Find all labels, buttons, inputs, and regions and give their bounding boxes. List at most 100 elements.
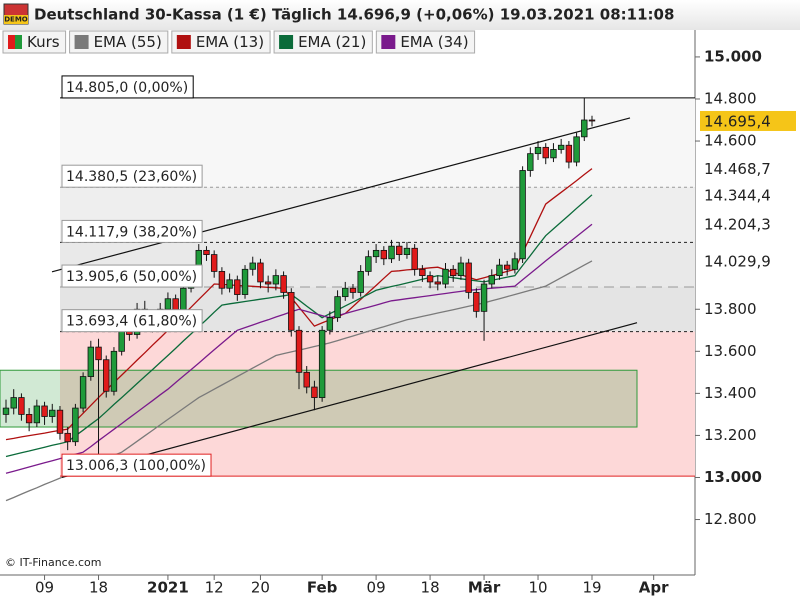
candle-body: [511, 258, 519, 270]
candle-body: [450, 268, 457, 277]
value-tag: 14.695,4: [704, 112, 771, 130]
candle-body: [473, 292, 480, 312]
fib-band: [60, 331, 695, 477]
legend-swatch: [176, 35, 191, 49]
candle-body: [434, 281, 441, 285]
legend-swatch: [381, 35, 396, 49]
candle-body: [527, 153, 534, 171]
x-tick-label: Feb: [307, 579, 338, 597]
candle-body: [72, 407, 79, 443]
overlay: 14.805,0 (0,00%) 14.380,5 (23,60%) 14.117,…: [2, 30, 796, 597]
candle-body: [79, 376, 87, 409]
candle-body: [442, 268, 449, 285]
candle-body: [241, 268, 249, 295]
value-tag-bg: [700, 110, 796, 131]
candle-body: [311, 386, 318, 398]
y-tick-label: 13.000: [704, 468, 762, 486]
fib-label-text: 14.117,9 (38,20%): [66, 224, 197, 240]
candle-body: [272, 275, 280, 285]
value-tag: 14.344,4: [704, 186, 771, 204]
candle-body: [496, 264, 503, 277]
candle-body: [542, 146, 549, 159]
legend-swatch: [74, 35, 89, 49]
y-tick-label: 13.200: [704, 426, 757, 444]
legend-item: EMA (21): [273, 30, 373, 54]
candle-body: [426, 275, 434, 283]
highlight-zone: [0, 369, 638, 428]
candle-body: [573, 136, 580, 163]
x-tick-label: 10: [528, 579, 547, 597]
candle-body: [334, 296, 341, 319]
y-tick-label: 15.000: [704, 47, 762, 65]
fib-label-box: [61, 164, 203, 188]
candle-body: [318, 329, 326, 398]
candle-body: [56, 409, 64, 434]
candle-body: [503, 264, 511, 270]
legend-box: [171, 30, 271, 54]
x-tick-label: 09: [367, 579, 386, 597]
candle-body: [110, 350, 118, 392]
candle-body: [565, 144, 573, 163]
legend-box: [375, 30, 476, 54]
candle-body: [103, 359, 110, 392]
legend-label: EMA (21): [298, 33, 366, 51]
candle-body: [249, 262, 256, 270]
fib-label: 14.117,9 (38,20%): [61, 219, 203, 243]
candle-body: [25, 413, 33, 424]
trend-line: [51, 117, 631, 273]
fib-label-box: [61, 264, 203, 288]
ema-line: [5, 168, 593, 441]
fib-label-text: 13.905,6 (50,00%): [66, 269, 197, 285]
candle-body: [257, 262, 264, 283]
legend-label: EMA (55): [94, 33, 162, 51]
fib-label: 13.006,3 (100,00%): [61, 453, 212, 477]
candle-body: [557, 144, 565, 150]
x-tick-label: 12: [205, 579, 224, 597]
x-tick-label: Apr: [639, 579, 669, 597]
candle-body: [326, 317, 334, 331]
x-tick-label: 20: [251, 579, 270, 597]
x-tick-label: Mär: [468, 579, 501, 597]
fib-label: 13.693,4 (61,80%): [61, 309, 203, 333]
candle-body: [357, 271, 364, 293]
candle-body: [2, 407, 10, 415]
x-tick-label: 2021: [147, 579, 189, 597]
candle-body: [64, 432, 71, 443]
candle-body: [210, 254, 218, 272]
value-tag-bg: [700, 214, 796, 235]
candle-body: [396, 245, 403, 255]
x-tick-label: 19: [582, 579, 601, 597]
candle-body: [280, 275, 287, 293]
chart-title: Deutschland 30-Kassa (1 €) Täglich 14.69…: [34, 6, 674, 24]
candle-body: [488, 275, 495, 285]
value-tag: 14.029,9: [704, 252, 771, 270]
legend-label: Kurs: [27, 33, 60, 51]
candle-body: [87, 346, 95, 377]
legend-label: EMA (13): [196, 33, 264, 51]
fib-label-text: 14.805,0 (0,00%): [66, 80, 188, 96]
candle-body: [234, 279, 241, 295]
value-tag: 14.468,7: [704, 160, 771, 178]
candle-body: [226, 279, 233, 289]
candle-body: [288, 292, 295, 331]
y-tick-label: 14.600: [704, 132, 757, 150]
y-tick-label: 13.600: [704, 342, 757, 360]
candle-body: [264, 281, 272, 285]
candle-body: [164, 298, 172, 310]
candle-body: [10, 397, 17, 409]
candle-body: [550, 149, 557, 159]
legend-swatch: [279, 35, 294, 49]
fib-label-box: [61, 219, 203, 243]
candle-body: [303, 371, 310, 388]
candle-body: [295, 329, 303, 373]
legend-item: EMA (34): [375, 30, 476, 54]
x-tick-label: 18: [421, 579, 440, 597]
candle-body: [588, 119, 596, 122]
fib-label-box: [61, 309, 203, 333]
candle-body: [218, 271, 226, 289]
fib-label: 14.380,5 (23,60%): [61, 164, 203, 188]
fib-label-box: [61, 75, 194, 99]
value-tag-bg: [700, 250, 796, 271]
y-tick-label: 14.800: [704, 89, 757, 107]
fib-label-text: 14.380,5 (23,60%): [66, 169, 197, 185]
